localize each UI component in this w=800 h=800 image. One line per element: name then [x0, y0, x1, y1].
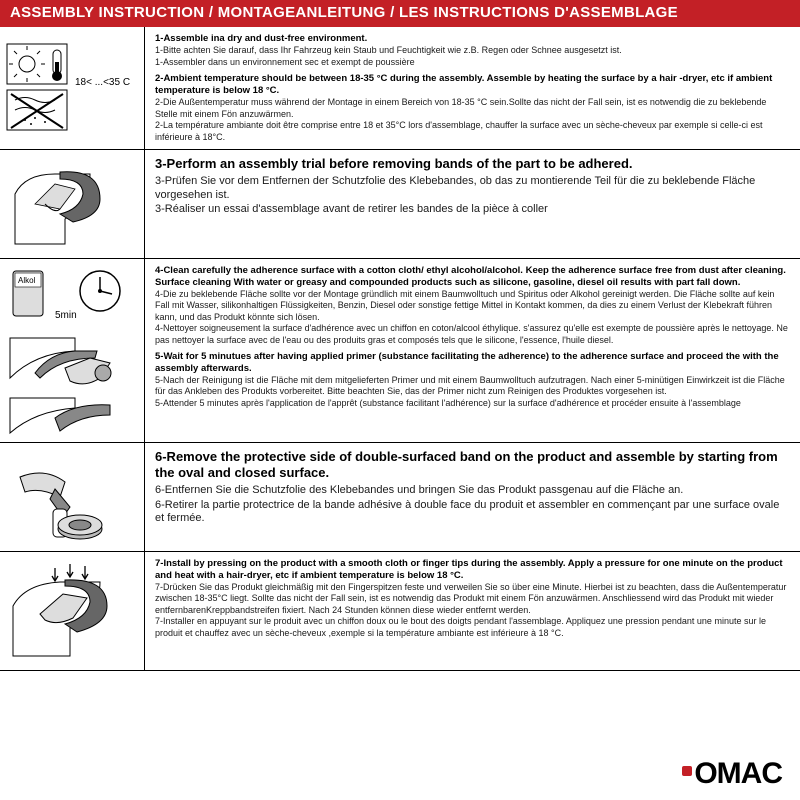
icon-trial — [0, 150, 145, 258]
step1-title: 1-Assemble ina dry and dust-free environ… — [155, 33, 790, 45]
step7-de: 7-Drücken Sie das Produkt gleichmäßig mi… — [155, 582, 790, 616]
step5-de: 5-Nach der Reinigung ist die Fläche mit … — [155, 375, 790, 398]
step-row-1: 18< ...<35 C 1-Assemble ina dry and dust… — [0, 27, 800, 150]
page-header: ASSEMBLY INSTRUCTION / MONTAGEANLEITUNG … — [0, 0, 800, 27]
icon-peel — [0, 443, 145, 551]
step-7-text: 7-Install by pressing on the product wit… — [145, 552, 800, 670]
step6-de: 6-Entfernen Sie die Schutzfolie des Kleb… — [155, 484, 790, 498]
logo-text: OMAC — [694, 755, 782, 793]
step1-fr: 1-Assembler dans un environnement sec et… — [155, 57, 790, 68]
step-row-4: 6-Remove the protective side of double-s… — [0, 443, 800, 552]
step3-title: 3-Perform an assembly trial before remov… — [155, 156, 790, 172]
step-1-2-text: 1-Assemble ina dry and dust-free environ… — [145, 27, 800, 149]
icon-temperature: 18< ...<35 C — [0, 27, 145, 149]
logo-accent-dot — [682, 766, 692, 776]
step5-title: 5-Wait for 5 minutues after having appli… — [155, 351, 790, 375]
step5-fr: 5-Attender 5 minutes après l'application… — [155, 398, 790, 409]
step7-fr: 7-Installer en appuyant sur le produit a… — [155, 616, 790, 639]
svg-text:Alkol: Alkol — [18, 276, 36, 285]
step4-title: 4-Clean carefully the adherence surface … — [155, 265, 790, 289]
step-6-text: 6-Remove the protective side of double-s… — [145, 443, 800, 551]
step2-title: 2-Ambient temperature should be between … — [155, 73, 790, 97]
step7-title: 7-Install by pressing on the product wit… — [155, 558, 790, 582]
step-4-5-text: 4-Clean carefully the adherence surface … — [145, 259, 800, 442]
step2-de: 2-Die Außentemperatur muss während der M… — [155, 97, 790, 120]
step-3-text: 3-Perform an assembly trial before remov… — [145, 150, 800, 258]
svg-text:5min: 5min — [55, 310, 77, 321]
step1-de: 1-Bitte achten Sie darauf, dass Ihr Fahr… — [155, 45, 790, 56]
step6-title: 6-Remove the protective side of double-s… — [155, 449, 790, 482]
icon-clean-wait: Alkol 5min — [0, 259, 145, 442]
step-row-3: Alkol 5min 4-Clean carefully the adheren… — [0, 259, 800, 443]
step-row-2: 3-Perform an assembly trial before remov… — [0, 150, 800, 259]
step3-fr: 3-Réaliser un essai d'assemblage avant d… — [155, 203, 790, 217]
step-row-5: 7-Install by pressing on the product wit… — [0, 552, 800, 671]
brand-logo: OMAC — [682, 755, 782, 793]
step6-fr: 6-Retirer la partie protectrice de la ba… — [155, 499, 790, 527]
step3-de: 3-Prüfen Sie vor dem Entfernen der Schut… — [155, 175, 790, 203]
icon-press — [0, 552, 145, 670]
step2-fr: 2-La température ambiante doit être comp… — [155, 120, 790, 143]
step4-fr: 4-Nettoyer soigneusement la surface d'ad… — [155, 323, 790, 346]
temp-range-label: 18< ...<35 C — [75, 77, 130, 88]
step4-de: 4-Die zu beklebende Fläche sollte vor de… — [155, 289, 790, 323]
